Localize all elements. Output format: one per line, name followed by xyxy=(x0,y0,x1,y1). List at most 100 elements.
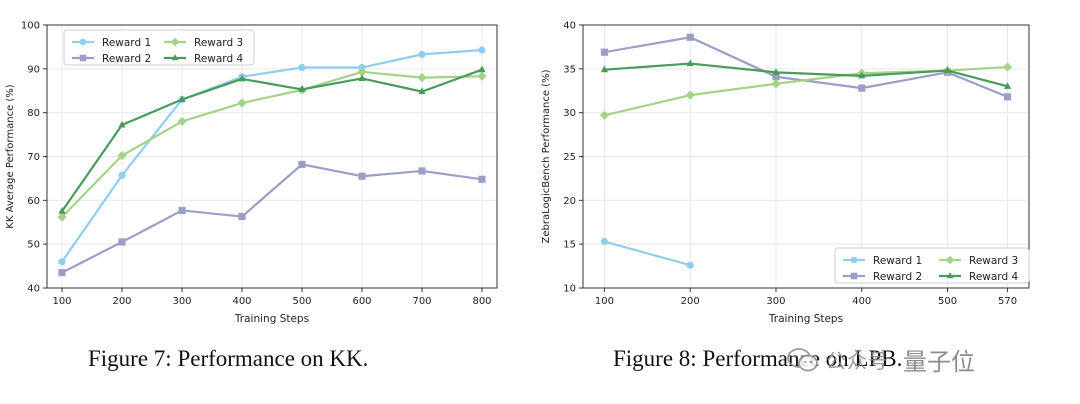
series-reward-3 xyxy=(599,62,1013,120)
reward-4-point xyxy=(58,207,66,214)
legend-swatch-marker xyxy=(170,37,180,47)
legend-label: Reward 4 xyxy=(969,271,1018,283)
reward-2-line xyxy=(61,163,483,274)
reward-2-point xyxy=(118,238,126,246)
series-reward-1 xyxy=(600,237,694,269)
reward-4-point xyxy=(1003,82,1012,89)
x-tick-label: 700 xyxy=(412,296,431,307)
series-reward-3 xyxy=(57,67,487,222)
lpb-performance-chart: 100 200 300 400 500 570 10 15 20 25 30 35 40 Training… xyxy=(541,21,1030,325)
wechat-icon xyxy=(787,347,818,371)
series-reward-2 xyxy=(58,160,486,277)
reward-1-point xyxy=(118,171,126,179)
y-tick-label: 10 xyxy=(563,284,576,295)
reward-2-point xyxy=(772,73,780,81)
reward-4-point xyxy=(238,74,246,82)
legend-swatch-marker xyxy=(850,272,858,280)
watermark: 公众号 量子位 xyxy=(786,342,975,377)
reward-4-point xyxy=(772,68,780,75)
y-tick-label: 35 xyxy=(563,64,576,75)
reward-2-point xyxy=(1003,93,1012,101)
reward-3-point xyxy=(685,90,695,100)
y-axis-label: KK Average Performance (%) xyxy=(5,84,16,228)
y-tick-label: 90 xyxy=(27,64,40,75)
reward-2-line xyxy=(604,36,1008,98)
reward-1-point xyxy=(58,258,66,266)
legend-label: Reward 1 xyxy=(873,255,922,267)
reward-3-point xyxy=(237,98,247,108)
x-tick-label: 600 xyxy=(352,296,371,307)
reward-3-point xyxy=(57,212,67,222)
legend-label: Reward 3 xyxy=(969,255,1018,267)
legend-swatch-marker xyxy=(79,38,87,46)
series-reward-4 xyxy=(58,65,486,214)
reward-1-point xyxy=(600,237,609,246)
series-reward-4 xyxy=(600,59,1012,89)
kk-performance-chart: 100 200 300 400 500 600 700 800 40 50 60 70 80 90 100 T… xyxy=(5,21,498,325)
x-tick-label: 400 xyxy=(852,296,871,307)
x-axis-label: Training Steps xyxy=(234,313,309,325)
legend-swatch-marker xyxy=(171,54,179,61)
reward-1-point xyxy=(686,261,694,269)
reward-4-point xyxy=(858,71,866,79)
legend-swatch-marker xyxy=(946,272,954,279)
x-tick-label: 500 xyxy=(938,296,957,307)
x-tick-label: 300 xyxy=(766,296,785,307)
reward-4-point xyxy=(298,85,306,92)
x-tick-label: 200 xyxy=(681,296,700,307)
y-axis-label: ZebraLogicBench Performance (%) xyxy=(541,69,552,243)
y-tick-label: 30 xyxy=(563,108,576,119)
reward-4-point xyxy=(600,65,609,73)
reward-2-point xyxy=(600,48,609,56)
reward-3-point xyxy=(117,151,127,161)
reward-2-point xyxy=(478,175,486,183)
y-tick-label: 80 xyxy=(27,108,40,119)
y-tick-label: 100 xyxy=(21,21,40,32)
reward-3-line xyxy=(61,70,483,218)
legend-box xyxy=(834,247,1030,284)
x-tick-label: 100 xyxy=(595,296,614,307)
reward-4-point xyxy=(686,59,694,67)
legend: Reward 1 Reward 2 Reward 3 Reward 4 xyxy=(834,247,1030,284)
y-tick-label: 25 xyxy=(563,152,576,163)
x-tick-label: 100 xyxy=(52,296,71,307)
reward-3-point xyxy=(177,116,187,127)
reward-4-point xyxy=(118,120,126,128)
legend-box xyxy=(63,29,255,66)
reward-2-point xyxy=(58,269,66,277)
y-tick-label: 70 xyxy=(27,152,40,163)
legend-label: Reward 1 xyxy=(102,37,151,49)
x-tick-label: 400 xyxy=(232,296,251,307)
reward-4-point xyxy=(478,65,486,73)
x-axis-label: Training Steps xyxy=(768,313,843,325)
reward-1-line xyxy=(61,48,483,263)
x-tick-label: 200 xyxy=(112,296,131,307)
series-reward-2 xyxy=(600,33,1012,101)
reward-3-point xyxy=(357,67,367,77)
y-tick-label: 15 xyxy=(563,240,576,251)
reward-3-point xyxy=(771,79,781,89)
reward-2-point xyxy=(686,33,694,41)
reward-4-point xyxy=(178,95,186,103)
reward-2-point xyxy=(358,172,366,180)
reward-1-point xyxy=(418,50,426,58)
legend-label: Reward 2 xyxy=(873,271,922,283)
legend-label: Reward 3 xyxy=(194,37,243,49)
legend-swatch-marker xyxy=(850,256,858,264)
legend-label: Reward 2 xyxy=(102,53,151,65)
reward-2-point xyxy=(298,160,306,168)
y-tick-label: 60 xyxy=(27,196,40,207)
reward-1-point xyxy=(478,46,486,54)
figure-7-caption: Figure 7: Performance on KK. xyxy=(88,346,369,371)
reward-1-point xyxy=(298,63,306,72)
figure-8-caption: Figure 8: Performance on LPB. xyxy=(613,346,903,371)
legend-label: Reward 4 xyxy=(194,53,243,65)
y-tick-label: 40 xyxy=(563,21,576,32)
x-tick-label: 800 xyxy=(472,296,491,307)
reward-2-point xyxy=(858,84,866,92)
reward-1-line xyxy=(604,240,691,267)
x-tick-label: 300 xyxy=(172,296,191,307)
y-tick-label: 40 xyxy=(27,284,40,295)
reward-2-point xyxy=(418,167,426,175)
reward-4-point xyxy=(358,74,366,81)
